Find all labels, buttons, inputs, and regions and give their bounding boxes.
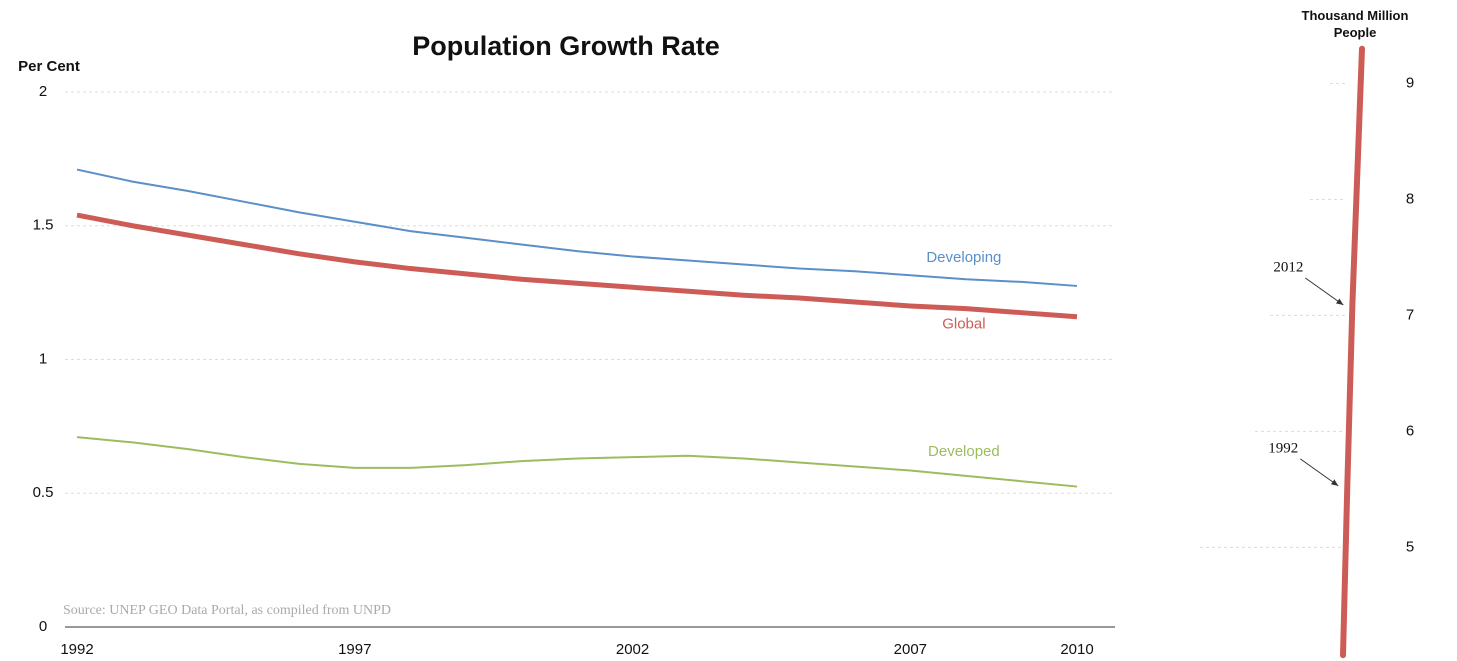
line (76, 212, 1078, 320)
series-label: Developed (928, 443, 1000, 460)
y-tick-label: 2 (39, 83, 47, 100)
line (76, 436, 1078, 488)
line (1340, 45, 1365, 659)
chart-title: Population Growth Rate (412, 31, 720, 61)
right-y-axis-label: Thousand Million People (1301, 8, 1409, 40)
source-note: Source: UNEP GEO Data Portal, as compile… (63, 603, 391, 618)
line (76, 168, 1078, 287)
y-axis-label: Per Cent (18, 58, 80, 75)
y-tick-label: 5 (1406, 538, 1414, 555)
series-label: Global (942, 316, 985, 333)
x-tick-label: 2002 (616, 641, 649, 658)
annotation-arrow (1300, 458, 1339, 487)
y-tick-label: 0.5 (33, 484, 54, 501)
x-tick-label: 1997 (338, 641, 371, 658)
y-tick-label: 0 (39, 618, 47, 635)
y-tick-label: 6 (1406, 422, 1414, 439)
y-tick-label: 7 (1406, 306, 1414, 323)
x-tick-label: 2010 (1060, 641, 1093, 658)
x-tick-label: 2007 (894, 641, 927, 658)
annotation-label: 2012 (1273, 259, 1303, 275)
y-tick-label: 8 (1406, 190, 1414, 207)
y-tick-label: 1 (39, 350, 47, 367)
series-label: Developing (926, 249, 1001, 266)
x-tick-label: 1992 (60, 641, 93, 658)
y-tick-label: 1.5 (33, 217, 54, 234)
annotation-label: 1992 (1268, 440, 1298, 456)
y-tick-label: 9 (1406, 74, 1414, 91)
annotation-arrow (1305, 277, 1344, 306)
